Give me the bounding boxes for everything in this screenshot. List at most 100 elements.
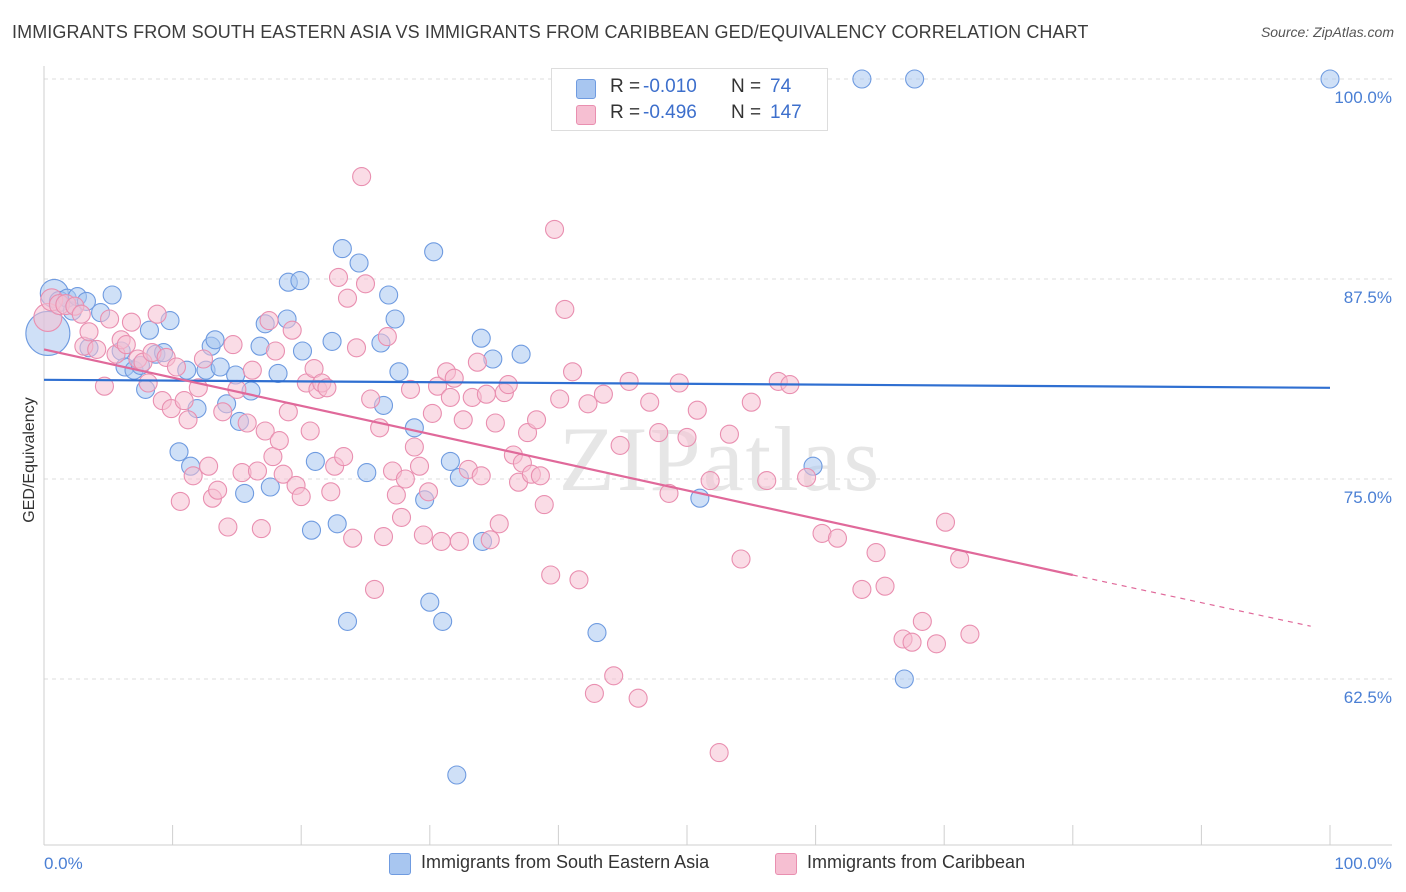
sea-point [235, 483, 255, 503]
bottom-legend-label-caribbean: Immigrants from Caribbean [807, 852, 1026, 872]
watermark: ZIPatlas [559, 408, 882, 510]
data-points [25, 69, 1340, 785]
caribbean-point [265, 341, 286, 361]
caribbean-point [467, 352, 487, 372]
legend-n-value: 74 [770, 76, 792, 97]
sea-point [332, 239, 352, 259]
caribbean-point [912, 611, 932, 631]
caribbean-point [578, 394, 598, 414]
caribbean-point [328, 267, 349, 287]
sea-point [349, 253, 369, 273]
x-tick-label: 100.0% [1334, 854, 1392, 873]
y-tick-label: 62.5% [1344, 688, 1392, 707]
sea-point [404, 418, 424, 438]
chart-title: IMMIGRANTS FROM SOUTH EASTERN ASIA VS IM… [12, 22, 1089, 42]
sea-point [379, 285, 399, 305]
caribbean-point [449, 531, 469, 551]
caribbean-point [183, 466, 203, 486]
sea-point [447, 765, 467, 785]
caribbean-point [291, 487, 311, 507]
caribbean-point [116, 335, 136, 355]
bottom-legend-swatch-sea [389, 853, 411, 875]
sea-point [1320, 69, 1340, 89]
caribbean-point [87, 339, 107, 359]
sea-point [305, 451, 325, 471]
sea-point [440, 451, 460, 471]
caribbean-point [321, 482, 341, 502]
sea-point [260, 477, 280, 497]
caribbean-point [534, 495, 554, 515]
sea-point [389, 362, 409, 382]
grid-lines [44, 78, 1392, 680]
caribbean-point [440, 387, 460, 407]
bottom-legend-swatch-caribbean [775, 853, 797, 875]
caribbean-point [902, 632, 922, 652]
legend-r-label: R = [610, 102, 641, 123]
caribbean-point [208, 480, 228, 500]
caribbean-point [247, 461, 268, 481]
caribbean-point [242, 360, 262, 380]
sea-point [102, 285, 122, 305]
caribbean-point [649, 423, 669, 443]
caribbean-point [193, 349, 214, 369]
caribbean-point [413, 525, 433, 545]
y-tick-label: 100.0% [1334, 88, 1392, 107]
caribbean-point [377, 327, 397, 347]
caribbean-point [317, 378, 337, 398]
sea-point [587, 623, 607, 643]
caribbean-point [121, 312, 141, 332]
caribbean-point [604, 666, 624, 686]
sea-trend-line [43, 378, 1331, 389]
sea-point [268, 363, 288, 383]
legend-r-value: -0.010 [643, 76, 697, 97]
legend-r-value: -0.496 [643, 102, 697, 123]
caribbean-point [852, 579, 872, 599]
caribbean-point [476, 384, 496, 404]
caribbean-point [395, 469, 415, 489]
caribbean-point [404, 437, 424, 457]
caribbean-trend-extension [1072, 574, 1311, 627]
legend-n-label: N = [731, 102, 762, 123]
caribbean-point [619, 371, 639, 391]
caribbean-trend-line [43, 348, 1074, 577]
caribbean-point [337, 288, 358, 308]
caribbean-point [300, 421, 320, 441]
caribbean-point [866, 543, 886, 563]
legend-swatch-caribbean [576, 105, 596, 125]
caribbean-point [555, 299, 575, 319]
caribbean-point [199, 456, 219, 476]
y-tick-label: 87.5% [1344, 288, 1392, 307]
caribbean-point [422, 403, 442, 423]
caribbean-point [282, 320, 302, 340]
caribbean-point [526, 410, 547, 430]
caribbean-point [530, 466, 550, 486]
caribbean-point [174, 391, 194, 411]
caribbean-point [960, 624, 980, 644]
caribbean-point [223, 335, 243, 355]
legend-r-label: R = [610, 76, 641, 97]
source-credit: Source: ZipAtlas.com [1260, 24, 1394, 40]
caribbean-point [361, 389, 381, 409]
sea-point [322, 331, 342, 351]
caribbean-point [352, 167, 372, 187]
caribbean-point [218, 517, 238, 537]
caribbean-point [687, 400, 707, 420]
sea-point [327, 514, 347, 534]
caribbean-point [346, 338, 367, 358]
bottom-legend-label-sea: Immigrants from South Eastern Asia [421, 852, 710, 872]
sea-point [511, 344, 531, 364]
sea-point [210, 357, 230, 377]
caribbean-point [355, 274, 376, 294]
caribbean-point [827, 528, 848, 548]
caribbean-point [562, 362, 583, 382]
caribbean-point [263, 447, 283, 467]
caribbean-point [950, 549, 970, 569]
caribbean-point [213, 402, 233, 422]
sea-point [169, 442, 189, 462]
caribbean-point [593, 384, 613, 404]
caribbean-point [453, 410, 473, 430]
caribbean-point [444, 368, 464, 388]
sea-point [894, 669, 914, 689]
caribbean-point [709, 743, 729, 763]
